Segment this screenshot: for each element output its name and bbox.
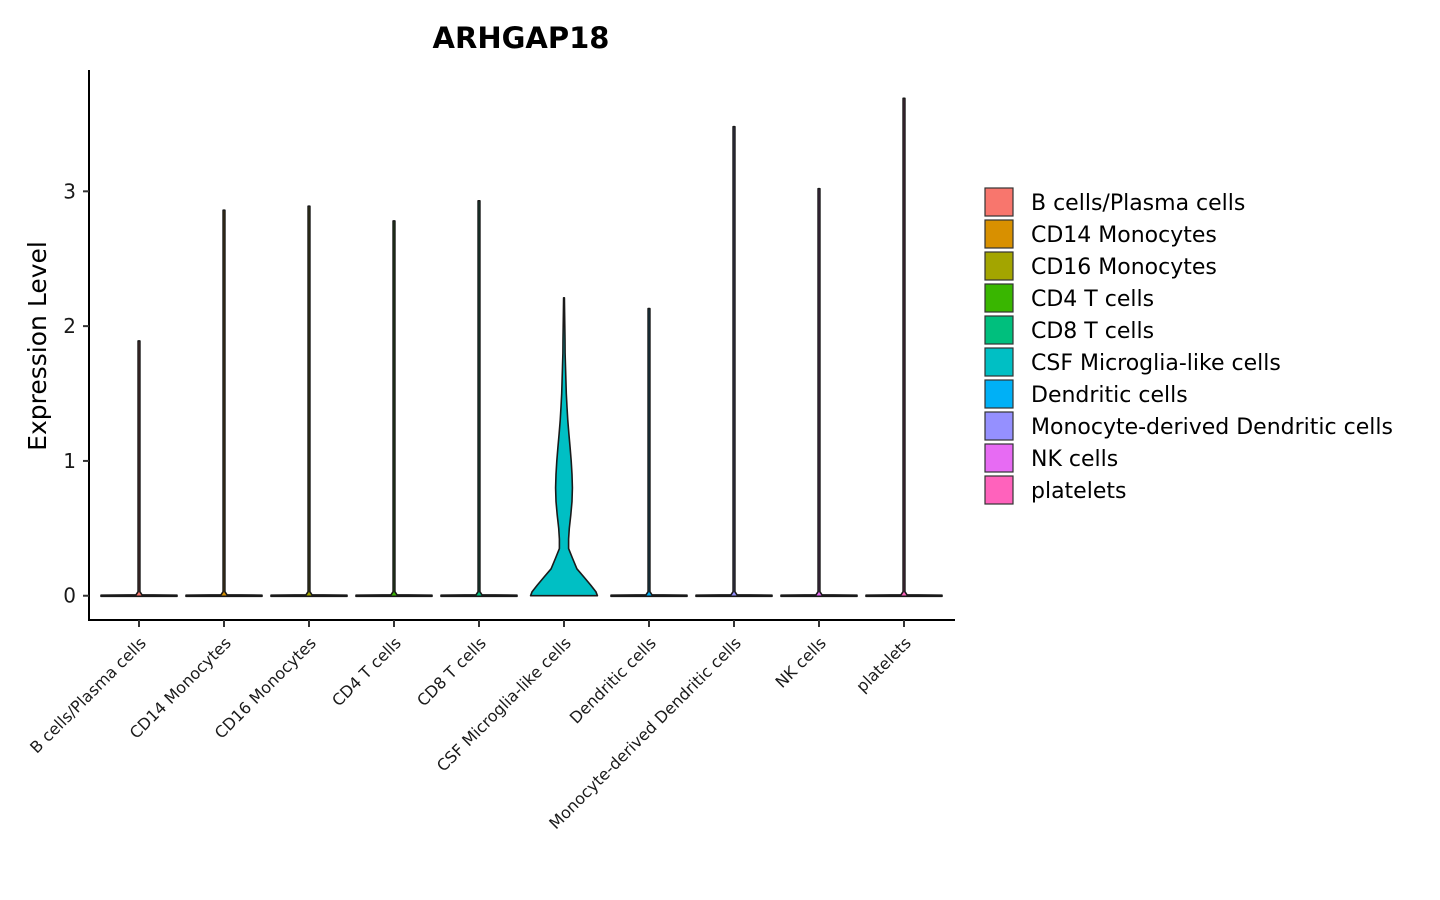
legend-label: CD8 T cells: [1031, 319, 1154, 344]
legend-swatch: [984, 475, 1014, 505]
violin-monocyte-derived-dendritic-cells: [695, 125, 773, 598]
x-tick-label: CD8 T cells: [413, 633, 490, 710]
violin-cd8-t-cells: [440, 199, 518, 598]
y-tick-label: 1: [63, 449, 76, 473]
x-tick-label: Dendritic cells: [566, 633, 660, 727]
y-ticks: 0 1 2 3: [63, 179, 89, 608]
legend-label: platelets: [1031, 479, 1126, 504]
legend-label: CD14 Monocytes: [1031, 223, 1217, 248]
y-axis-label: Expression Level: [23, 241, 52, 451]
violin-cd4-t-cells: [355, 220, 433, 598]
x-tick-label: platelets: [852, 633, 915, 696]
legend-swatch: [984, 219, 1014, 249]
legend-swatch: [984, 251, 1014, 281]
legend-label: CD4 T cells: [1031, 287, 1154, 312]
legend-label: CSF Microglia-like cells: [1031, 351, 1281, 376]
legend-swatch: [984, 379, 1014, 409]
violin-nk-cells: [780, 187, 858, 598]
legend-label: Dendritic cells: [1031, 383, 1188, 408]
legend-swatch: [984, 315, 1014, 345]
chart-title: ARHGAP18: [433, 21, 610, 55]
legend-swatch: [984, 187, 1014, 217]
legend-swatch: [984, 347, 1014, 377]
legend-swatch: [984, 283, 1014, 313]
y-tick-label: 0: [63, 584, 76, 608]
violin-platelets: [865, 97, 943, 598]
violin-csf-microglia-like-cells: [529, 297, 599, 597]
violin-cd16-monocytes: [270, 205, 348, 598]
legend-swatch: [984, 443, 1014, 473]
x-tick-label: NK cells: [772, 633, 830, 691]
legend-label: Monocyte-derived Dendritic cells: [1031, 415, 1393, 440]
x-tick-label: Monocyte-derived Dendritic cells: [545, 633, 745, 833]
x-tick-label: B cells/Plasma cells: [26, 633, 150, 757]
y-tick-label: 2: [63, 314, 76, 338]
legend: B cells/Plasma cells CD14 Monocytes CD16 M…: [984, 187, 1393, 505]
violin-dendritic-cells: [610, 307, 688, 598]
legend-label: B cells/Plasma cells: [1031, 191, 1245, 216]
x-tick-label: CD4 T cells: [328, 633, 405, 710]
violins: [100, 97, 943, 598]
violin-b-cells-plasma-cells: [100, 340, 178, 598]
legend-label: CD16 Monocytes: [1031, 255, 1217, 280]
legend-label: NK cells: [1031, 447, 1118, 472]
y-tick-label: 3: [63, 179, 76, 203]
legend-swatch: [984, 411, 1014, 441]
violin-cd14-monocytes: [185, 209, 263, 598]
